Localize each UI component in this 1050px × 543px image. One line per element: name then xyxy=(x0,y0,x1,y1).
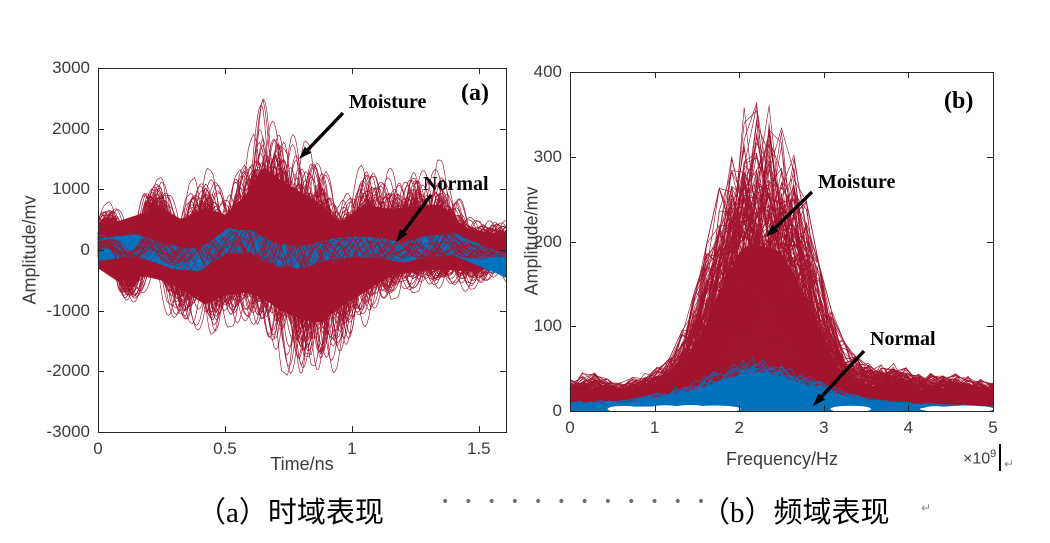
y-tick-label: -2000 xyxy=(46,361,90,381)
y-tick-label: -3000 xyxy=(46,422,90,441)
exponent-base: ×10 xyxy=(963,450,991,468)
return-mark-icon: ↵ xyxy=(921,501,932,515)
annotation-moisture: Moisture xyxy=(818,171,896,193)
x-tick-label: 5 xyxy=(988,418,998,437)
caption-leader-dots: •••••••••••• xyxy=(441,494,721,510)
exponent-power: 9 xyxy=(990,448,997,460)
x-tick-label: 0.5 xyxy=(213,439,237,458)
x-tick-label: 1.5 xyxy=(467,439,491,458)
y-tick-label: 3000 xyxy=(52,58,90,77)
annotation-normal: Normal xyxy=(870,328,936,350)
y-axis-label-time: Amplitude/mv xyxy=(19,195,40,305)
x-tick-label: 1 xyxy=(649,418,660,437)
y-tick-label: 400 xyxy=(533,62,562,81)
y-tick-label: 0 xyxy=(80,240,90,259)
y-tick-label: 300 xyxy=(533,146,562,166)
y-tick-label: 100 xyxy=(533,316,562,336)
x-tick-label: 4 xyxy=(903,418,914,437)
x-axis-exponent-label: ×109 xyxy=(963,448,996,468)
annotation-normal: Normal xyxy=(423,173,489,195)
caption-a: （a）时域表现 xyxy=(197,497,384,529)
annotation-moisture: Moisture xyxy=(349,91,427,113)
x-tick-label: 1 xyxy=(347,439,357,458)
x-axis-label-time: Time/ns xyxy=(270,454,334,474)
y-tick-label: 200 xyxy=(533,231,562,251)
y-tick-label: -1000 xyxy=(46,300,90,320)
y-tick-label: 0 xyxy=(552,401,562,420)
y-tick-label: 1000 xyxy=(52,179,90,199)
x-axis-label-frequency: Frequency/Hz xyxy=(725,449,839,469)
text-cursor xyxy=(999,444,1001,471)
return-mark-icon: ↵ xyxy=(1004,457,1015,471)
x-tick-label: 3 xyxy=(819,418,829,437)
x-tick-label: 0 xyxy=(565,418,575,437)
caption-b: （b）频域表现 xyxy=(701,497,890,529)
x-tick-label: 2 xyxy=(734,418,744,437)
y-tick-label: 2000 xyxy=(52,118,90,138)
x-tick-label: 0 xyxy=(93,439,103,458)
panel-label-b: (b) xyxy=(944,88,974,114)
panel-label-a: (a) xyxy=(461,80,489,106)
